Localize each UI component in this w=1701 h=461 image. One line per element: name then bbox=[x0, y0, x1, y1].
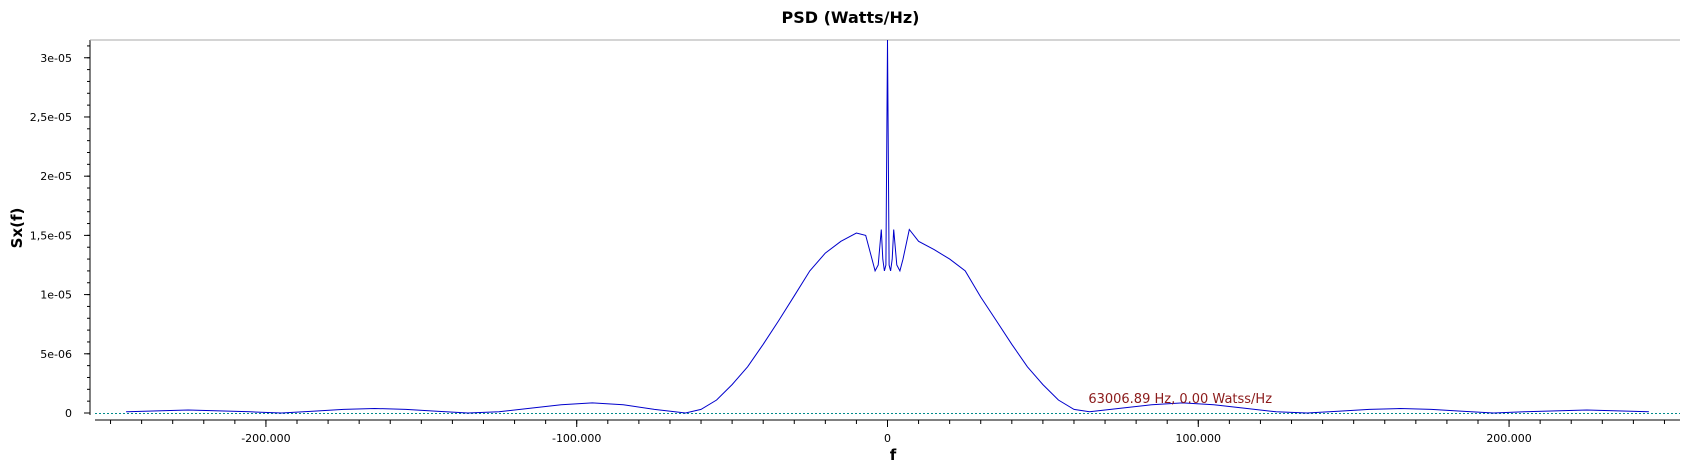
x-tick-label: -100.000 bbox=[552, 432, 601, 445]
y-tick-label: 1,5e-05 bbox=[30, 229, 72, 242]
chart-title: PSD (Watts/Hz) bbox=[781, 8, 920, 27]
psd-series-line bbox=[126, 39, 1649, 414]
y-tick-label: 5e-06 bbox=[40, 348, 72, 361]
y-tick-label: 1e-05 bbox=[40, 289, 72, 302]
x-axis-title: f bbox=[890, 446, 897, 461]
y-axis-title: Sx(f) bbox=[8, 208, 26, 249]
x-tick-label: 0 bbox=[884, 432, 891, 445]
y-tick-label: 2,5e-05 bbox=[30, 111, 72, 124]
y-tick-label: 0 bbox=[65, 407, 72, 420]
y-tick-label: 2e-05 bbox=[40, 170, 72, 183]
marker-readout: 63006.89 Hz, 0.00 Watss/Hz bbox=[1088, 392, 1272, 407]
x-tick-label: 200.000 bbox=[1486, 432, 1532, 445]
x-tick-label: -200.000 bbox=[241, 432, 290, 445]
y-tick-label: 3e-05 bbox=[40, 52, 72, 65]
x-axis-ticks: -200.000 -100.000 0 100.000 200.000 bbox=[241, 420, 1532, 445]
x-tick-label: 100.000 bbox=[1176, 432, 1222, 445]
y-axis-ticks: 0 5e-06 1e-05 1,5e-05 2e-05 2,5e-05 3e-05 bbox=[30, 52, 90, 420]
